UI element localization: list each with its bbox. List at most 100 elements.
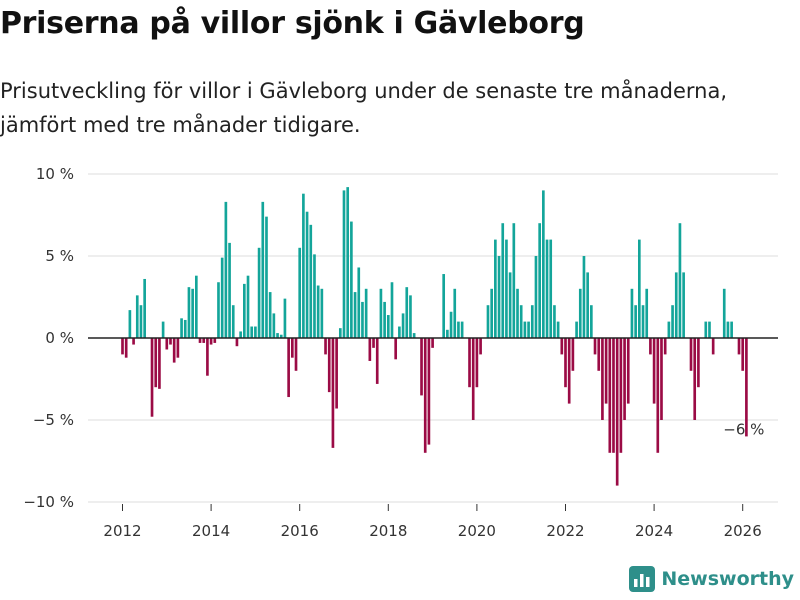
bar (235, 338, 239, 347)
bar (678, 223, 682, 338)
bar (601, 338, 604, 420)
bar (604, 338, 608, 404)
bar (479, 338, 482, 355)
bar (254, 326, 257, 338)
bar (593, 338, 597, 355)
bar (150, 338, 154, 417)
bar (158, 338, 161, 389)
bar (431, 338, 434, 348)
bar (564, 338, 567, 388)
bar (512, 223, 516, 338)
bar (198, 338, 202, 343)
bar (231, 305, 235, 338)
bar (711, 338, 715, 355)
bar (154, 338, 158, 388)
bar (405, 287, 409, 338)
bar (121, 338, 124, 355)
bar (401, 313, 405, 338)
bar (726, 321, 730, 338)
bar (674, 272, 678, 338)
bar (468, 338, 471, 388)
bar (608, 338, 612, 453)
bar (139, 305, 143, 338)
bars (121, 187, 748, 486)
bar (309, 224, 313, 338)
bar (663, 338, 667, 355)
bar (741, 338, 745, 371)
bar (660, 338, 663, 420)
bar (571, 338, 575, 371)
bar (708, 321, 711, 338)
bar (161, 321, 165, 338)
bar (505, 239, 508, 338)
bar (224, 201, 228, 338)
bar (427, 338, 431, 445)
bar (305, 211, 309, 338)
bar (187, 287, 191, 338)
bar (549, 239, 553, 338)
bar (641, 305, 645, 338)
bar (191, 288, 194, 338)
bar (213, 338, 217, 343)
bar (268, 292, 272, 338)
bar (652, 338, 656, 404)
x-tick-label: 2014 (192, 522, 230, 540)
y-tick-label: 0 % (45, 329, 74, 347)
bar (294, 338, 298, 371)
bar (290, 338, 294, 358)
bar-chart: 10 % 5 % 0 % −5 % −10 % 2012 2014 2016 2018 2020… (23, 165, 778, 540)
bar (265, 216, 268, 338)
bar (446, 329, 449, 338)
bar (272, 313, 276, 338)
bar (582, 256, 586, 338)
bar (195, 275, 198, 338)
bar (527, 321, 530, 338)
bar (538, 223, 541, 338)
brand-name: Newsworthy (661, 568, 794, 590)
bar (361, 301, 364, 338)
bar (516, 288, 519, 338)
bar (578, 288, 582, 338)
x-axis: 2012 2014 2016 2018 2020 2022 2024 2026 (103, 504, 762, 540)
bar (379, 288, 383, 338)
bar (169, 338, 172, 345)
x-tick-label: 2024 (635, 522, 673, 540)
brand-logo: Newsworthy (629, 566, 794, 592)
bar (372, 338, 375, 348)
bar (350, 221, 353, 338)
bar (165, 338, 169, 350)
bar (494, 239, 497, 338)
bar (689, 338, 693, 371)
bar (409, 295, 412, 338)
bar (475, 338, 479, 388)
x-tick-label: 2016 (281, 522, 319, 540)
bar (649, 338, 652, 355)
bar (704, 321, 708, 338)
bar (497, 256, 501, 338)
bar (132, 338, 135, 345)
bar (243, 283, 246, 338)
bar (320, 288, 324, 338)
bar (342, 190, 346, 338)
bar (279, 334, 283, 338)
bar (567, 338, 571, 404)
x-tick-label: 2020 (458, 522, 496, 540)
bar (420, 338, 423, 396)
bar (364, 288, 368, 338)
bar (615, 338, 619, 486)
bar (630, 288, 634, 338)
bar (276, 333, 279, 338)
x-tick-label: 2012 (103, 522, 141, 540)
bar (239, 331, 242, 338)
y-tick-label: −10 % (23, 493, 74, 511)
bar (560, 338, 564, 355)
bar (324, 338, 327, 355)
bar-chart-logo-icon (629, 566, 656, 592)
bar (667, 321, 671, 338)
bar (398, 326, 401, 338)
bar (412, 333, 416, 338)
bar (390, 282, 394, 338)
bar (228, 242, 231, 338)
bar (501, 223, 505, 338)
x-tick-label: 2018 (369, 522, 407, 540)
